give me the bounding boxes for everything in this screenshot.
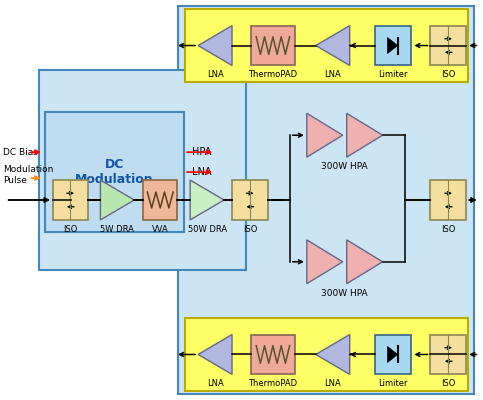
Text: ThermoPAD: ThermoPAD xyxy=(248,70,298,80)
Bar xyxy=(143,180,177,220)
Bar xyxy=(430,180,467,220)
Text: DC
Modulation: DC Modulation xyxy=(75,158,154,186)
Text: ISO: ISO xyxy=(63,225,78,234)
Polygon shape xyxy=(307,240,343,284)
Text: ISO: ISO xyxy=(441,379,455,388)
Bar xyxy=(232,180,268,220)
Text: 5W DRA: 5W DRA xyxy=(100,225,134,234)
Text: VVA: VVA xyxy=(152,225,169,234)
Polygon shape xyxy=(347,113,383,157)
Text: Limiter: Limiter xyxy=(378,70,407,80)
Text: DC Bias: DC Bias xyxy=(3,148,38,157)
Text: Limiter: Limiter xyxy=(378,379,407,388)
Text: LNA: LNA xyxy=(207,379,224,388)
Polygon shape xyxy=(100,180,134,220)
Bar xyxy=(251,334,295,374)
Bar xyxy=(44,112,184,232)
Polygon shape xyxy=(307,113,343,157)
Text: 50W DRA: 50W DRA xyxy=(187,225,227,234)
Text: ISO: ISO xyxy=(441,225,455,234)
Polygon shape xyxy=(316,334,350,374)
Bar xyxy=(251,26,295,66)
Bar xyxy=(185,318,469,391)
Bar xyxy=(185,9,469,82)
Text: 300W HPA: 300W HPA xyxy=(321,289,368,298)
Polygon shape xyxy=(347,240,383,284)
Polygon shape xyxy=(387,346,398,362)
Polygon shape xyxy=(198,334,232,374)
Bar xyxy=(375,26,411,66)
Text: HPA: HPA xyxy=(192,147,212,157)
Bar xyxy=(53,180,88,220)
Polygon shape xyxy=(316,26,350,66)
Polygon shape xyxy=(190,180,224,220)
Polygon shape xyxy=(387,38,398,54)
Text: ThermoPAD: ThermoPAD xyxy=(248,379,298,388)
Polygon shape xyxy=(198,26,232,66)
Text: 300W HPA: 300W HPA xyxy=(321,162,368,171)
Text: LNA: LNA xyxy=(325,70,341,80)
Bar xyxy=(39,70,246,270)
Bar xyxy=(430,26,467,66)
Bar xyxy=(430,334,467,374)
Text: Modulation
Pulse: Modulation Pulse xyxy=(3,165,53,185)
Text: LNA: LNA xyxy=(325,379,341,388)
Text: ISO: ISO xyxy=(243,225,257,234)
Bar xyxy=(375,334,411,374)
Text: LNA: LNA xyxy=(192,167,212,177)
Bar xyxy=(178,6,474,394)
Text: ISO: ISO xyxy=(441,70,455,80)
Text: LNA: LNA xyxy=(207,70,224,80)
